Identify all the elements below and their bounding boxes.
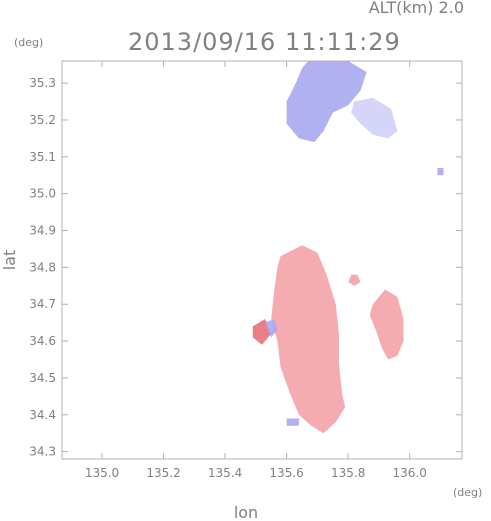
y-tick-label: 35.3 (29, 76, 56, 90)
y-tick-label: 34.6 (29, 334, 56, 348)
altitude-label: ALT(km) 2.0 (369, 0, 464, 17)
echo-region-negative (286, 61, 367, 143)
y-axis-label: lat (0, 250, 19, 271)
x-axis-label: lon (234, 503, 258, 521)
y-tick-label: 34.8 (29, 260, 56, 274)
x-axis-unit: (deg) (453, 486, 482, 499)
x-axis-ticks: 135.0 135.2 135.4 135.6 135.8 136.0 (85, 61, 427, 480)
y-tick-label: 35.0 (29, 187, 56, 201)
echo-region-negative (437, 167, 444, 176)
x-tick-label: 135.4 (208, 466, 242, 480)
x-tick-label: 135.8 (331, 466, 365, 480)
chart-title: 2013/09/16 11:11:29 (128, 28, 401, 56)
x-tick-label: 136.0 (393, 466, 427, 480)
echo-region-negative (265, 319, 278, 338)
y-axis-ticks: 34.3 34.4 34.5 34.6 34.7 34.8 34.9 35.0 35.1 35.2… (29, 76, 462, 459)
y-axis-unit: (deg) (14, 36, 43, 49)
y-tick-label: 35.2 (29, 113, 56, 127)
y-tick-label: 34.5 (29, 371, 56, 385)
echo-region-positive (348, 274, 361, 286)
x-tick-label: 135.6 (269, 466, 303, 480)
plot-frame (61, 60, 463, 460)
x-tick-label: 135.0 (85, 466, 119, 480)
y-tick-label: 34.3 (29, 445, 56, 459)
y-tick-label: 34.4 (29, 408, 56, 422)
echo-region-negative (286, 418, 299, 426)
echo-region-positive (271, 245, 346, 434)
y-tick-label: 34.7 (29, 297, 56, 311)
x-tick-label: 135.2 (146, 466, 180, 480)
echo-regions (252, 61, 444, 434)
echo-region-positive (369, 289, 404, 360)
y-tick-label: 35.1 (29, 150, 56, 164)
echo-region-negative-light (351, 97, 398, 139)
y-tick-label: 34.9 (29, 224, 56, 238)
